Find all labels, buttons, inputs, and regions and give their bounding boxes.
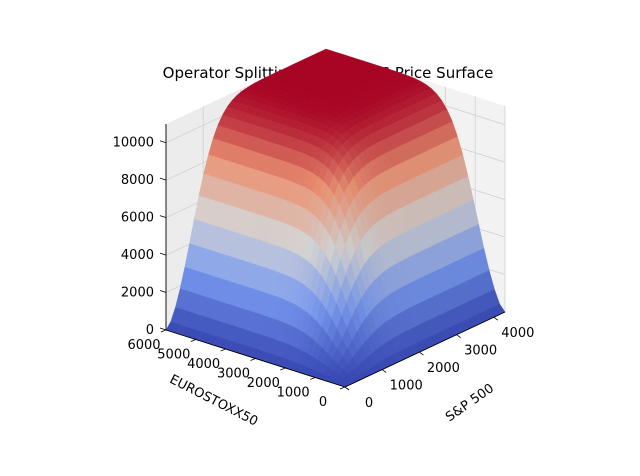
z-tick-label: 8000 bbox=[121, 173, 154, 188]
y-tick-mark bbox=[160, 329, 167, 333]
z-tick-mark bbox=[159, 140, 167, 144]
x-tick-mark bbox=[344, 386, 350, 391]
x-tick-mark bbox=[419, 351, 424, 356]
y-tick-mark bbox=[310, 377, 316, 380]
y-tick-label: 2000 bbox=[247, 376, 280, 391]
z-tick-label: 0 bbox=[146, 323, 154, 338]
y-tick-label: 1000 bbox=[277, 386, 310, 401]
x-axis-label: S&P 500 bbox=[443, 381, 497, 425]
y-tick-mark bbox=[190, 339, 196, 342]
y-tick-mark bbox=[220, 348, 226, 352]
y-tick-mark bbox=[339, 386, 346, 390]
x-tick-label: 0 bbox=[365, 396, 373, 411]
z-tick-label: 2000 bbox=[121, 286, 154, 301]
x-tick-mark bbox=[493, 316, 499, 321]
y-tick-label: 3000 bbox=[217, 367, 250, 382]
z-tick-mark bbox=[159, 252, 167, 256]
z-tick-mark bbox=[159, 327, 167, 331]
x-tick-label: 4000 bbox=[501, 326, 534, 341]
y-tick-label: 4000 bbox=[187, 357, 220, 372]
y-tick-label: 6000 bbox=[127, 338, 160, 353]
x-tick-mark bbox=[456, 334, 461, 338]
x-tick-label: 2000 bbox=[427, 361, 460, 376]
z-tick-label: 10000 bbox=[113, 136, 154, 151]
z-tick-mark bbox=[159, 290, 167, 293]
x-axis-line bbox=[344, 311, 506, 388]
axis-ticks: 0100020003000400001000200030004000500060… bbox=[113, 136, 535, 411]
y-tick-label: 5000 bbox=[157, 348, 190, 363]
y-tick-label: 0 bbox=[319, 395, 327, 410]
z-tick-label: 6000 bbox=[121, 211, 154, 226]
x-tick-mark bbox=[381, 369, 387, 373]
y-tick-mark bbox=[250, 358, 256, 361]
y-tick-mark bbox=[280, 367, 286, 371]
z-tick-mark bbox=[159, 177, 167, 181]
x-tick-label: 3000 bbox=[464, 344, 497, 359]
x-tick-label: 1000 bbox=[390, 379, 423, 394]
z-tick-mark bbox=[159, 215, 167, 219]
z-tick-label: 4000 bbox=[121, 248, 154, 263]
